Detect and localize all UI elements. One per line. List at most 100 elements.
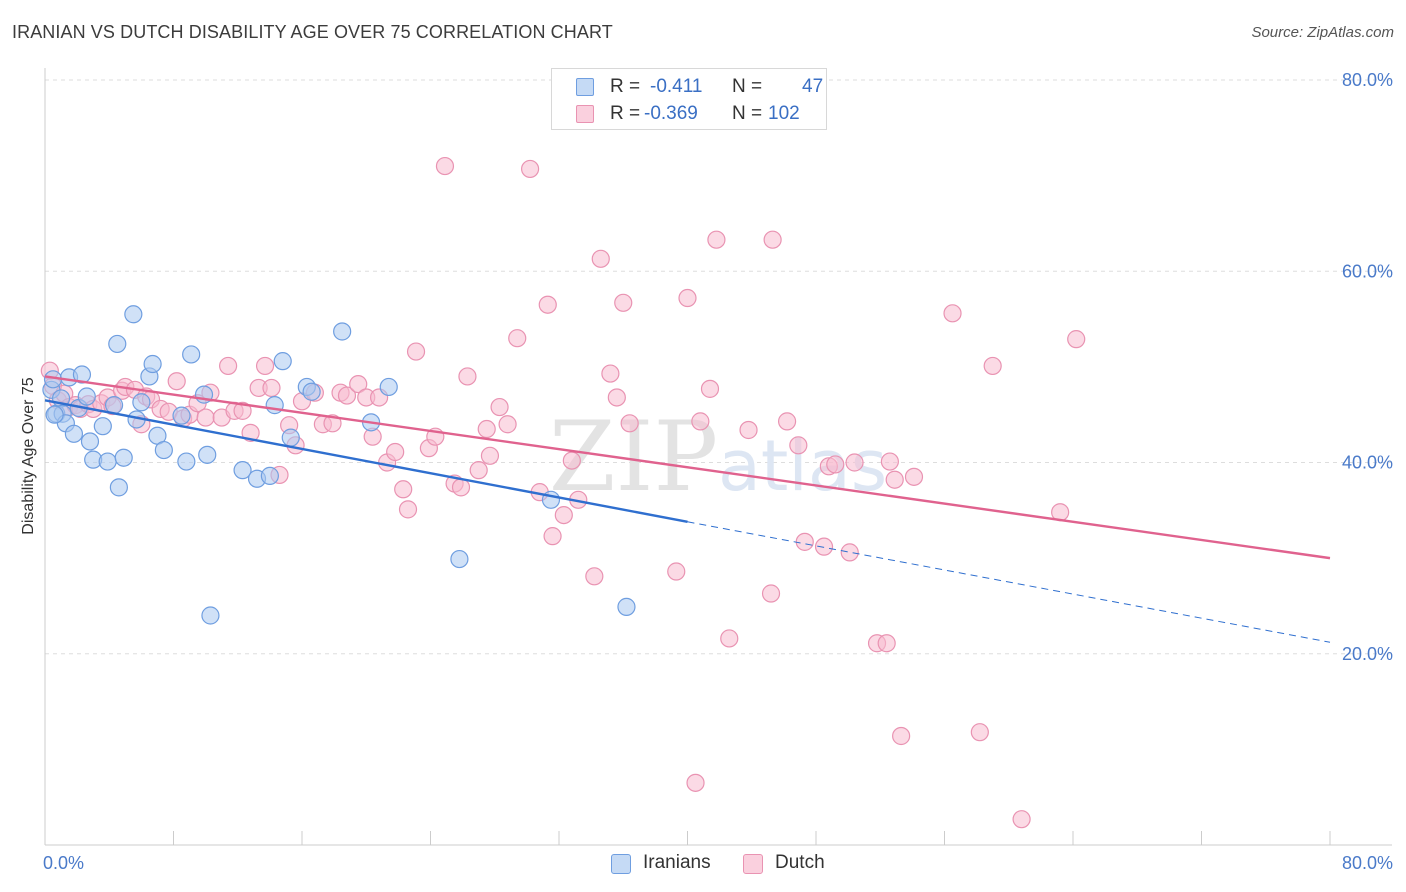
legend-swatch-iranians: [576, 78, 594, 96]
legend-n-label: N =: [732, 76, 763, 97]
dutch-point: [877, 634, 896, 653]
iranians-point: [302, 382, 321, 401]
iranians-point: [143, 354, 162, 374]
dutch-point: [349, 374, 368, 394]
y-axis-label: Disability Age Over 75: [20, 377, 37, 535]
iranians-point: [45, 405, 64, 424]
iranians-point: [260, 466, 279, 485]
dutch-point: [761, 584, 781, 603]
dutch-point: [614, 293, 633, 312]
legend-n-label: N =: [732, 103, 763, 124]
correlation-legend: R = -0.411 N = 47 R = -0.369 N = 102: [551, 68, 827, 130]
dutch-point: [480, 446, 500, 465]
dutch-point: [241, 423, 260, 442]
dutch-point: [435, 156, 455, 176]
dutch-point: [477, 419, 496, 439]
dutch-point: [490, 397, 509, 417]
iranians-point: [617, 597, 636, 616]
dutch-point: [763, 230, 782, 249]
iranians-point: [265, 396, 284, 415]
dutch-point: [233, 401, 252, 420]
dutch-point: [554, 505, 573, 525]
iranians-point: [182, 345, 201, 364]
iranians-point: [333, 322, 352, 341]
dutch-point: [585, 567, 604, 586]
y-tick-label: 20.0%: [1342, 644, 1393, 664]
dutch-point: [601, 364, 620, 383]
chart-source: Source: ZipAtlas.com: [1251, 24, 1394, 41]
dutch-point: [591, 249, 610, 268]
iranians-point: [177, 452, 196, 471]
dutch-point: [406, 342, 426, 361]
dutch-point: [1067, 330, 1086, 349]
dutch-point: [543, 527, 562, 546]
dutch-point: [520, 159, 540, 179]
y-tick-label: 60.0%: [1342, 261, 1393, 281]
iranians-point: [77, 387, 96, 406]
dutch-point: [262, 378, 281, 398]
dutch-point: [943, 304, 962, 323]
dutch-point: [219, 356, 238, 376]
dutch-point: [789, 436, 808, 455]
dutch-point: [885, 470, 904, 489]
dutch-point: [970, 723, 989, 742]
dutch-trend-line: [44, 375, 1331, 560]
dutch-point: [451, 478, 471, 497]
dutch-point: [840, 543, 859, 562]
iranians-point: [114, 448, 133, 467]
dutch-point: [892, 726, 911, 746]
dutch-point: [398, 500, 418, 519]
dutch-point: [167, 372, 186, 391]
iranians-point: [450, 549, 469, 569]
dutch-point: [667, 562, 686, 581]
dutch-point: [337, 386, 357, 405]
legend-n-value: 47: [802, 76, 824, 97]
dutch-point: [538, 295, 557, 314]
iranians-point: [80, 432, 100, 451]
iranians-trend-extension: [687, 521, 1331, 643]
iranians-point: [109, 478, 128, 497]
legend-r-value: -0.369: [644, 103, 698, 124]
iranians-point: [108, 334, 127, 354]
dutch-point: [678, 288, 697, 308]
bottom-legend-label-dutch: Dutch: [775, 852, 825, 873]
iranians-point: [201, 606, 220, 625]
chart-title: IRANIAN VS DUTCH DISABILITY AGE OVER 75 …: [12, 22, 613, 42]
legend-r-label: R =: [610, 76, 641, 97]
bottom-legend-label-iranians: Iranians: [643, 852, 711, 873]
dutch-point: [498, 415, 517, 434]
bottom-legend-swatch-iranians: [611, 854, 631, 874]
dutch-point: [777, 412, 797, 431]
dutch-point: [739, 420, 758, 440]
x-tick-label: 0.0%: [43, 853, 84, 873]
dutch-point: [620, 414, 639, 433]
dutch-point: [1012, 810, 1031, 829]
dutch-point: [607, 388, 626, 407]
y-tick-label: 80.0%: [1342, 70, 1393, 90]
bottom-legend-swatch-dutch: [743, 854, 763, 874]
dutch-point: [458, 367, 477, 386]
iranians-point: [98, 452, 117, 471]
iranians-point: [64, 424, 84, 443]
iranians-point: [154, 440, 173, 460]
iranians-point: [124, 305, 143, 324]
dutch-point: [508, 329, 527, 348]
dutch-point: [707, 230, 726, 249]
iranians-point: [72, 365, 92, 384]
dutch-point: [394, 480, 413, 499]
dutch-point: [469, 461, 488, 480]
iranians-point: [132, 393, 151, 412]
iranians-point: [198, 445, 217, 464]
dutch-point: [795, 532, 814, 551]
dutch-point: [904, 467, 924, 486]
iranians-point: [379, 377, 398, 397]
dutch-point: [700, 379, 720, 398]
dutch-point: [196, 408, 215, 427]
dutch-point: [323, 414, 342, 433]
legend-r-value: -0.411: [650, 76, 703, 97]
dutch-point: [386, 442, 405, 462]
iranians-point: [281, 428, 300, 447]
dutch-point: [720, 629, 739, 648]
dutch-point: [845, 453, 864, 472]
